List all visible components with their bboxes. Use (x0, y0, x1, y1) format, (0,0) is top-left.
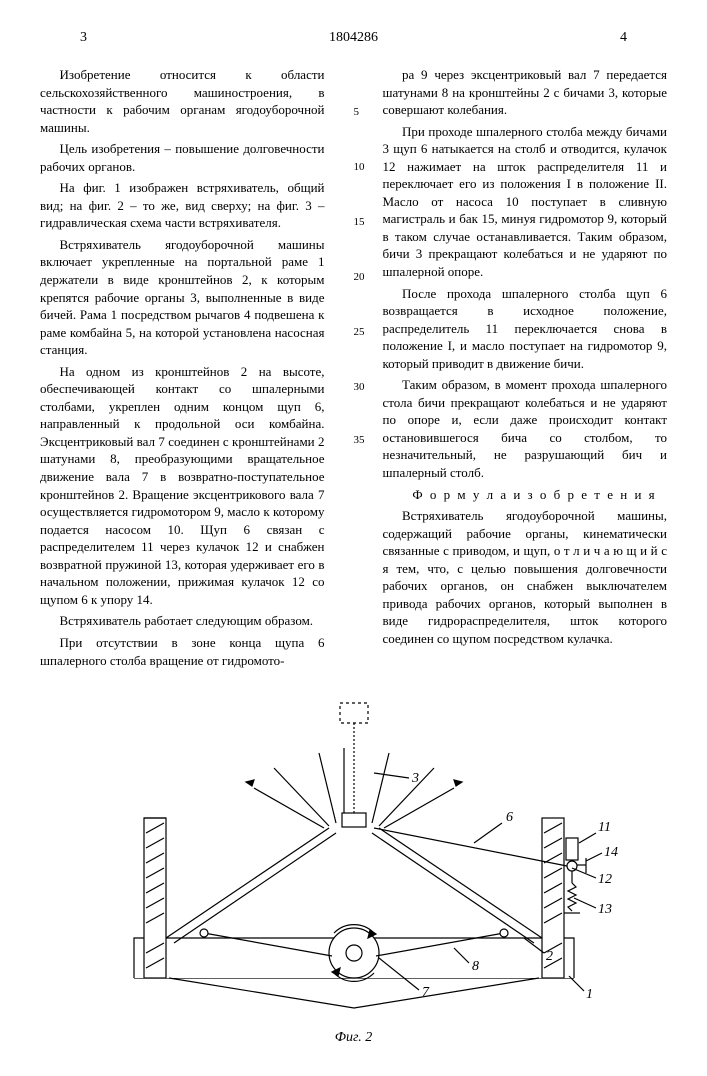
fig-label-13: 13 (598, 902, 612, 917)
line-marker: 30 (354, 381, 365, 393)
text-columns: Изобретение относится к области сельскох… (40, 66, 667, 673)
fig-label-7: 7 (422, 985, 430, 1000)
figure-caption: Фиг. 2 (40, 1030, 667, 1046)
left-column: Изобретение относится к области сельскох… (40, 66, 325, 673)
line-marker: 15 (354, 216, 365, 228)
fig-label-8: 8 (472, 959, 479, 974)
line-marker: 10 (354, 161, 365, 173)
paragraph: Цель изобретения – повышение долговечнос… (40, 140, 325, 175)
fig-label-11: 11 (598, 820, 611, 835)
paragraph: При проходе шпалерного столба между бича… (383, 123, 668, 281)
figure-svg: 3 11 6 14 12 13 2 8 7 1 (74, 698, 634, 1018)
line-number-gutter: 5 10 15 20 25 30 35 (345, 66, 363, 673)
fig-label-3: 3 (411, 771, 419, 786)
page-header: 3 1804286 4 (40, 30, 667, 46)
line-marker: 5 (354, 106, 360, 118)
figure-2: 3 11 6 14 12 13 2 8 7 1 Фиг. 2 (40, 698, 667, 1046)
fig-label-2: 2 (546, 949, 553, 964)
paragraph: Изобретение относится к области сельскох… (40, 66, 325, 136)
line-marker: 35 (354, 434, 365, 446)
line-marker: 20 (354, 271, 365, 283)
patent-number: 1804286 (329, 30, 378, 45)
line-marker: 25 (354, 326, 365, 338)
right-column: ра 9 через эксцентриковый вал 7 передает… (383, 66, 668, 673)
paragraph: Встряхиватель ягодоуборочной машины вклю… (40, 236, 325, 359)
paragraph: При отсутствии в зоне конца щупа 6 шпале… (40, 634, 325, 669)
paragraph: После прохода шпалерного столба щуп 6 во… (383, 285, 668, 373)
page-number-right: 4 (620, 30, 627, 46)
paragraph: На одном из кронштейнов 2 на высоте, обе… (40, 363, 325, 609)
fig-label-14: 14 (604, 845, 618, 860)
paragraph: На фиг. 1 изображен встряхиватель, общий… (40, 179, 325, 232)
paragraph: ра 9 через эксцентриковый вал 7 передает… (383, 66, 668, 119)
page-number-left: 3 (80, 30, 87, 46)
paragraph: Таким образом, в момент прохода шпалерно… (383, 376, 668, 481)
fig-label-12: 12 (598, 872, 612, 887)
formula-title: Ф о р м у л а и з о б р е т е н и я (383, 486, 668, 504)
paragraph: Встряхиватель работает следующим образом… (40, 612, 325, 630)
fig-label-6: 6 (506, 810, 513, 825)
paragraph: Встряхиватель ягодоуборочной машины, сод… (383, 507, 668, 647)
